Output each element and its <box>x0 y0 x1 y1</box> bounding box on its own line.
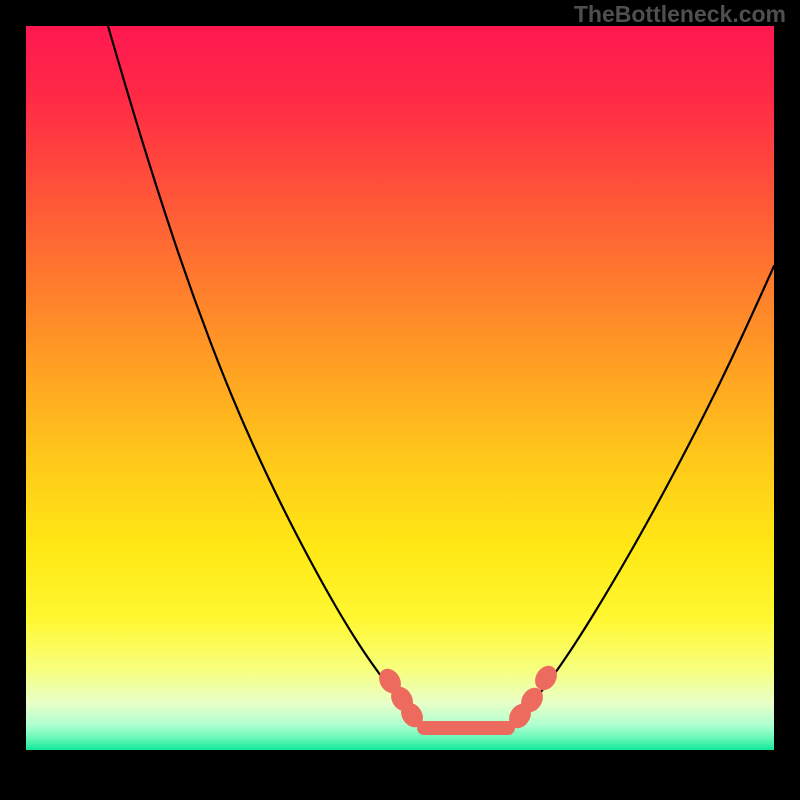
chart-svg <box>26 26 774 750</box>
chart-frame: TheBottleneck.com <box>0 0 800 800</box>
watermark-text: TheBottleneck.com <box>574 1 786 28</box>
plot-area <box>26 26 774 750</box>
